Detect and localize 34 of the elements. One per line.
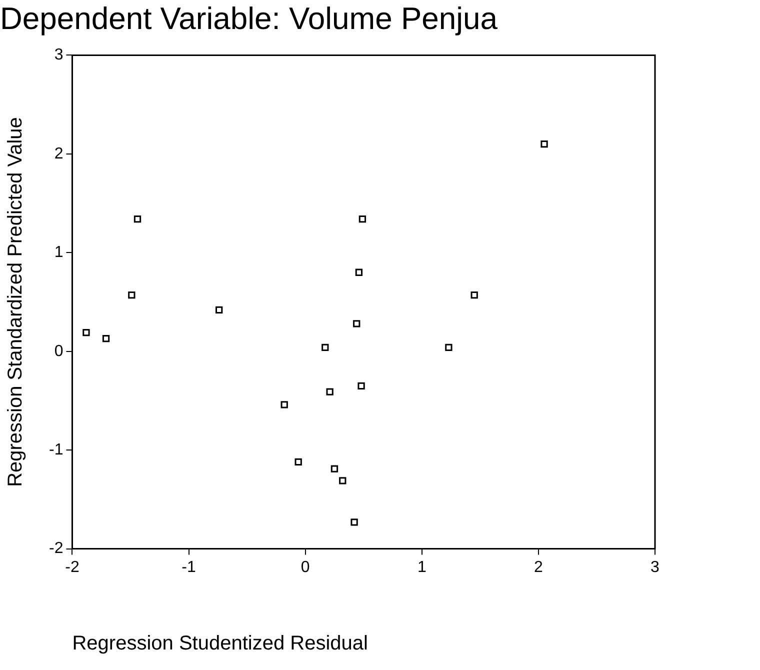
point [350, 518, 358, 526]
x-tick-label: 0 [300, 558, 310, 576]
point [134, 215, 142, 223]
y-tick-label: -2 [48, 540, 64, 558]
point [540, 140, 548, 148]
point [216, 306, 223, 314]
x-tick-label: 1 [417, 558, 426, 576]
x-tick-label: -1 [182, 558, 196, 576]
point [470, 292, 478, 299]
point [128, 292, 136, 299]
point [358, 382, 365, 390]
point [280, 401, 288, 408]
point [326, 388, 334, 396]
point [82, 329, 90, 336]
y-tick-label: 1 [54, 244, 64, 262]
y-tick-label: 0 [54, 342, 64, 360]
x-tick-label: -2 [65, 558, 80, 576]
x-tick-label: 2 [534, 558, 543, 576]
x-tick-label: 3 [650, 558, 660, 576]
y-tick-label: -1 [48, 441, 64, 458]
point [355, 268, 363, 276]
y-tick-label: 3 [54, 46, 64, 64]
point [358, 215, 366, 223]
point [330, 465, 338, 472]
y-tick-label: 2 [54, 145, 64, 162]
x-axis-title: Regression Studentized Residual [72, 632, 368, 655]
point [322, 344, 329, 351]
point [294, 458, 302, 466]
point [353, 320, 360, 328]
point [339, 477, 346, 484]
point [102, 334, 110, 342]
chart-title: Dependent Variable: Volume Penjua [0, 1, 498, 36]
point [445, 344, 452, 351]
y-axis-title: Regression Standardized Predicted Value [4, 117, 27, 487]
